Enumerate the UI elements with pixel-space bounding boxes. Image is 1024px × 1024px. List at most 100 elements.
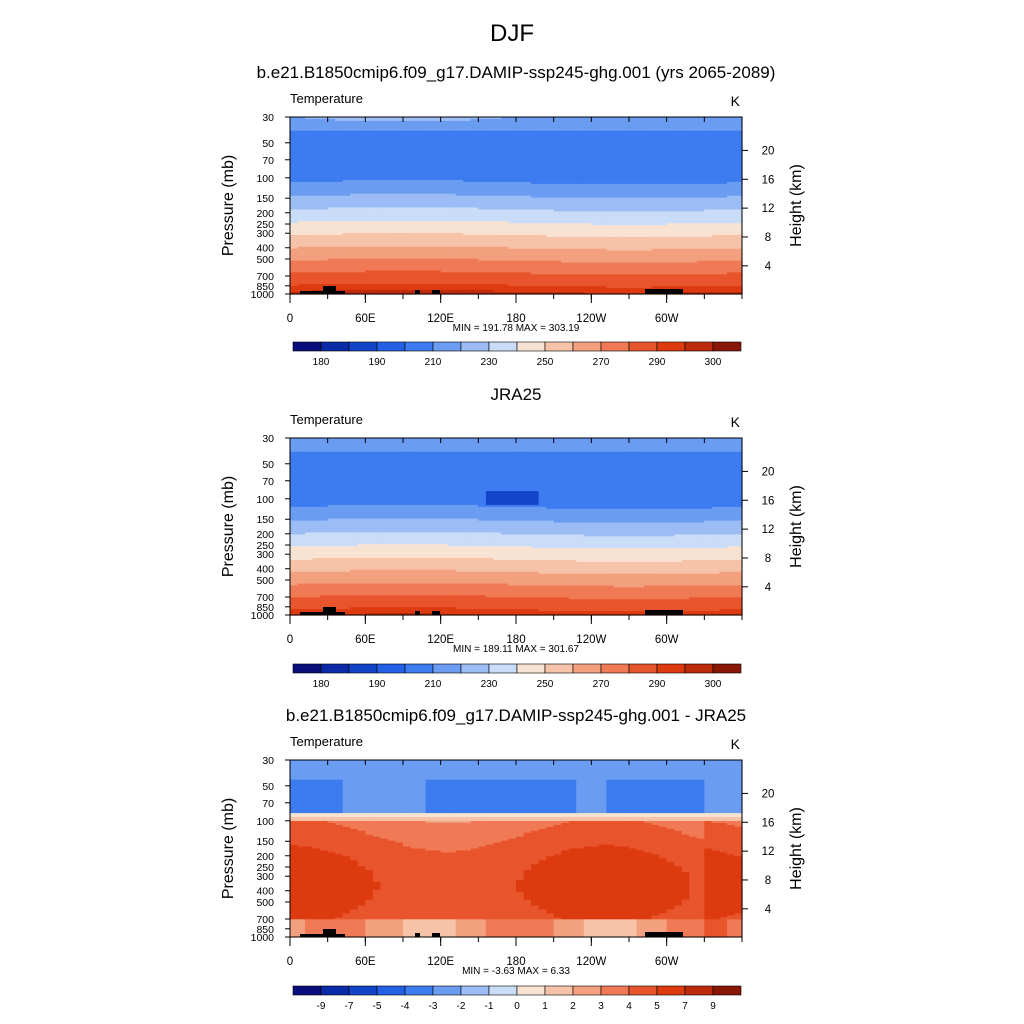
heatmap-cell xyxy=(726,559,736,573)
heatmap-cell xyxy=(297,451,306,508)
heatmap-cell xyxy=(613,288,623,295)
heatmap-cell xyxy=(711,451,720,508)
heatmap-cell xyxy=(644,522,653,537)
heatmap-cell xyxy=(312,583,321,598)
heatmap-cell xyxy=(395,179,404,195)
heatmap-cell xyxy=(455,233,464,248)
heatmap-cell xyxy=(403,813,412,818)
y-tick-label: 300 xyxy=(256,871,274,883)
heatmap-cell xyxy=(297,817,306,822)
heatmap-cell xyxy=(523,820,532,834)
heatmap-cell xyxy=(553,854,562,918)
heatmap-cell xyxy=(312,117,321,120)
heatmap-cell xyxy=(433,822,442,852)
heatmap-cell xyxy=(583,536,592,549)
heatmap-cell xyxy=(659,599,668,612)
heatmap-cell xyxy=(305,546,314,561)
heatmap-cell xyxy=(410,820,419,850)
heatmap-cell xyxy=(508,272,517,287)
heatmap-cell xyxy=(493,813,502,818)
heatmap-cell xyxy=(335,235,344,248)
heatmap-cell xyxy=(696,585,705,598)
heatmap-cell xyxy=(455,820,464,824)
heatmap-cell xyxy=(448,120,457,132)
heatmap-cell xyxy=(734,292,743,295)
heatmap-cell xyxy=(357,290,366,295)
heatmap-cell xyxy=(410,233,419,248)
heatmap-cell xyxy=(531,286,540,293)
heatmap-cell xyxy=(380,557,389,571)
heatmap-cell xyxy=(711,235,720,250)
heatmap-cell xyxy=(681,760,690,781)
heatmap-cell xyxy=(523,919,532,938)
heatmap-cell xyxy=(395,544,404,559)
y-tick-label: 150 xyxy=(256,193,274,205)
heatmap-cell xyxy=(613,117,623,132)
heatmap-cell xyxy=(455,518,464,533)
heatmap-cell xyxy=(613,817,623,822)
y-tick-label: 850 xyxy=(256,281,274,293)
y-tick-label: 1000 xyxy=(251,932,275,944)
heatmap-cell xyxy=(629,117,638,132)
heatmap-cell xyxy=(568,183,577,199)
y-tick-label: 250 xyxy=(256,862,274,874)
heatmap-cell xyxy=(305,260,314,273)
y-tick-label: 300 xyxy=(256,549,274,561)
heatmap-cell xyxy=(561,286,570,293)
heatmap-cell xyxy=(350,207,359,222)
heatmap-cell xyxy=(531,919,540,938)
colorbar-swatch xyxy=(432,663,462,674)
heatmap-cell xyxy=(696,813,705,818)
heatmap-cell xyxy=(576,211,585,224)
heatmap-cell xyxy=(342,284,351,291)
heatmap-cell xyxy=(508,248,517,262)
colorbar-swatch xyxy=(488,341,518,352)
heatmap-cell xyxy=(546,260,555,275)
heatmap-cell xyxy=(463,235,472,248)
heatmap-cell xyxy=(448,546,457,559)
heatmap-cell xyxy=(440,583,449,596)
heatmap-cell xyxy=(516,504,525,508)
y-tick-label: 100 xyxy=(256,816,274,828)
terrain-mask xyxy=(323,286,336,294)
heatmap-cell xyxy=(681,211,690,224)
heatmap-cell xyxy=(508,609,517,616)
heatmap-cell xyxy=(711,130,720,185)
heatmap-cell xyxy=(463,195,472,209)
heatmap-cell xyxy=(523,195,532,211)
heatmap-cell xyxy=(305,181,314,197)
heatmap-cell xyxy=(327,246,336,260)
heatmap-cell xyxy=(734,534,743,547)
heatmap-cell xyxy=(644,822,653,854)
heatmap-cell xyxy=(312,532,321,547)
heatmap-cell xyxy=(591,211,600,226)
heatmap-cell xyxy=(500,840,510,920)
heatmap-cell xyxy=(433,193,442,209)
heatmap-cell xyxy=(500,235,510,248)
heatmap-cell xyxy=(531,438,540,453)
heatmap-cell xyxy=(357,607,366,616)
heatmap-cell xyxy=(320,820,329,852)
heatmap-cell xyxy=(350,532,359,547)
heatmap-cell xyxy=(538,760,547,781)
heatmap-cell xyxy=(508,585,517,598)
heatmap-cell xyxy=(335,272,344,285)
colorbar-swatch xyxy=(404,663,434,674)
heatmap-cell xyxy=(546,548,555,561)
heatmap-cell xyxy=(478,520,487,533)
x-tick-label: 0 xyxy=(287,313,293,325)
heatmap-cell xyxy=(493,504,502,508)
heatmap-cell xyxy=(523,534,532,547)
heatmap-cell xyxy=(674,820,683,832)
heatmap-cell xyxy=(500,597,510,610)
heatmap-cell xyxy=(711,817,720,822)
heatmap-cell xyxy=(561,573,570,587)
colorbar-swatch xyxy=(404,341,434,352)
heatmap-cell xyxy=(613,274,623,289)
heatmap-cell xyxy=(696,779,705,814)
heatmap-cell xyxy=(418,817,427,822)
heatmap-cell xyxy=(681,451,690,510)
heatmap-cell xyxy=(591,573,600,587)
heatmap-cell xyxy=(651,522,660,537)
heatmap-cell xyxy=(583,211,592,224)
